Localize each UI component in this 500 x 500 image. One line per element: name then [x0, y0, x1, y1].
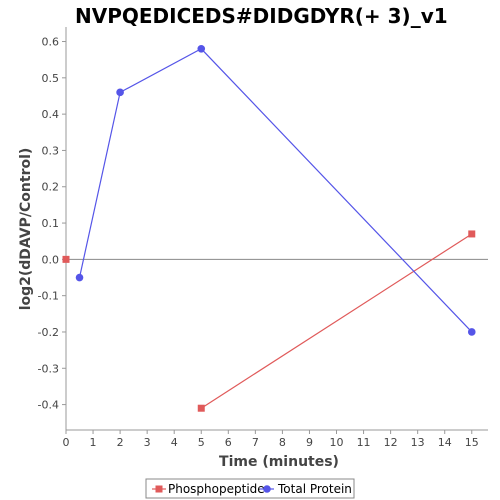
x-tick-label: 7 [252, 436, 259, 449]
x-tick-label: 13 [411, 436, 425, 449]
legend-label: Phosphopeptide [168, 482, 265, 496]
data-point [62, 255, 70, 263]
y-tick-label: -0.3 [38, 362, 59, 375]
legend: Phosphopeptide Total Protein [145, 478, 355, 499]
x-tick-label: 9 [306, 436, 313, 449]
chart-title: NVPQEDICEDS#DIDGDYR(+ 3)_v1 [75, 4, 448, 28]
series-layer [62, 44, 476, 412]
x-tick-label: 4 [171, 436, 178, 449]
data-point [116, 88, 124, 97]
x-tick-label: 11 [357, 436, 371, 449]
y-tick-label: -0.4 [38, 399, 59, 412]
y-tick-label: 0.2 [42, 181, 60, 194]
x-tick-label: 15 [465, 436, 479, 449]
y-axis-ticks: -0.4 -0.3 -0.2 -0.1 0.0 0.1 0.2 0.3 0.4 0.5 0.6 [38, 36, 66, 412]
y-tick-label: 0.5 [42, 72, 60, 85]
x-tick-label: 1 [90, 436, 97, 449]
data-point [467, 328, 476, 336]
x-tick-label: 2 [117, 436, 124, 449]
x-tick-label: 5 [198, 436, 205, 449]
data-point [197, 44, 206, 53]
y-tick-label: 0.3 [42, 144, 60, 157]
series-line [78, 48, 473, 333]
y-axis-label: log2(dDAVP/Control) [18, 148, 34, 311]
data-point [468, 230, 476, 238]
x-axis-label: Time (minutes) [219, 454, 339, 470]
series-line [200, 233, 473, 409]
y-tick-label: -0.2 [38, 326, 59, 339]
x-tick-label: 3 [144, 436, 151, 449]
x-tick-label: 8 [279, 436, 286, 449]
y-tick-label: 0.1 [42, 217, 60, 230]
x-axis-ticks: 0 1 2 3 4 5 6 7 8 9 10 11 12 13 14 15 [63, 430, 479, 449]
legend-label: Total Protein [277, 482, 352, 496]
series-phosphopeptide [62, 230, 476, 412]
data-point [75, 273, 84, 282]
x-tick-label: 6 [225, 436, 232, 449]
legend-marker [263, 485, 271, 493]
x-tick-label: 10 [330, 436, 344, 449]
series-total-protein [75, 44, 476, 336]
y-tick-label: 0.0 [42, 253, 60, 266]
y-tick-label: -0.1 [38, 290, 59, 303]
x-tick-label: 14 [438, 436, 452, 449]
y-tick-label: 0.4 [42, 108, 60, 121]
x-tick-label: 12 [384, 436, 398, 449]
legend-marker [155, 485, 163, 493]
y-tick-label: 0.6 [42, 36, 60, 49]
legend-box [145, 478, 355, 499]
x-tick-label: 0 [63, 436, 70, 449]
data-point [197, 404, 205, 412]
